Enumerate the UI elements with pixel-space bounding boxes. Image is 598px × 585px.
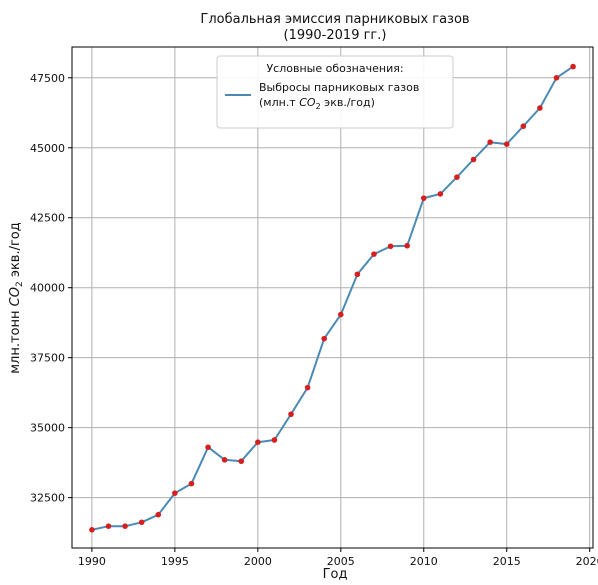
axis-ticks: 1990 1995 2000 2005 2010 2015 2020 32500 35000 37… (30, 72, 598, 568)
data-point (105, 523, 112, 529)
data-point (205, 444, 211, 451)
x-tick-label: 2020 (576, 555, 598, 568)
series-layer (89, 63, 576, 533)
y-axis-label-co: CO (8, 287, 23, 306)
y-tick-label: 32500 (30, 492, 65, 505)
series-line (91, 65, 574, 531)
chart-title-line1: Глобальная эмиссия парниковых газов (200, 12, 469, 27)
x-tick-label: 2005 (327, 555, 355, 568)
data-point (255, 439, 261, 446)
legend-entry-line2: (млн.т CO2 экв./год) (259, 96, 375, 111)
legend-entry-line2-prefix: (млн.т (259, 96, 299, 109)
data-point (371, 251, 377, 257)
data-point (304, 384, 311, 391)
data-point (188, 480, 195, 487)
legend-box (216, 55, 454, 129)
y-tick-label: 47500 (30, 72, 65, 85)
y-axis-label-prefix: млн.тонн (8, 306, 23, 373)
data-point (221, 457, 228, 463)
plot-frame (71, 46, 594, 549)
data-point (122, 523, 128, 529)
x-tick-label: 2015 (493, 555, 521, 568)
y-axis-label: млн.тонн CO2 экв./год (8, 222, 25, 374)
y-tick-label: 35000 (30, 422, 65, 435)
x-tick-label: 1990 (78, 555, 106, 568)
data-point (520, 123, 527, 130)
data-point (454, 174, 460, 180)
data-point (271, 437, 278, 443)
data-point (238, 458, 245, 465)
y-tick-label: 45000 (30, 142, 65, 155)
data-point (89, 527, 95, 533)
data-point (155, 511, 162, 518)
data-point (138, 519, 145, 526)
legend: Условные обозначения: Выбросы парниковых… (216, 55, 454, 129)
x-tick-label: 2010 (410, 555, 438, 568)
y-tick-label: 42500 (30, 212, 65, 225)
x-tick-label: 2000 (244, 555, 272, 568)
data-point (321, 335, 328, 342)
x-axis-label: Год (323, 567, 348, 582)
data-point (487, 139, 493, 145)
data-point (503, 141, 510, 147)
data-point (420, 195, 427, 201)
data-point (354, 271, 361, 278)
data-point (537, 105, 543, 111)
data-point (288, 411, 294, 418)
y-axis-label-suffix: экв./год (8, 222, 23, 281)
legend-title: Условные обозначения: (266, 62, 403, 75)
legend-entry-line2-sub: 2 (316, 102, 321, 111)
y-tick-label: 40000 (30, 282, 65, 295)
y-axis-label-sub: 2 (15, 281, 25, 287)
legend-entry-line2-co: CO (299, 96, 316, 109)
y-tick-label: 37500 (30, 352, 65, 365)
x-tick-label: 1995 (161, 555, 189, 568)
chart-title-line2: (1990-2019 гг.) (284, 28, 387, 43)
data-point (553, 74, 560, 81)
data-point (470, 156, 477, 163)
data-point (337, 311, 344, 318)
legend-entry-line2-suffix: экв./год) (321, 96, 375, 109)
data-point (387, 243, 394, 250)
data-point (570, 63, 576, 70)
legend-entry-line1: Выбросы парниковых газов (259, 81, 419, 94)
data-point (437, 191, 444, 197)
data-point (404, 242, 410, 249)
data-point (172, 490, 178, 496)
